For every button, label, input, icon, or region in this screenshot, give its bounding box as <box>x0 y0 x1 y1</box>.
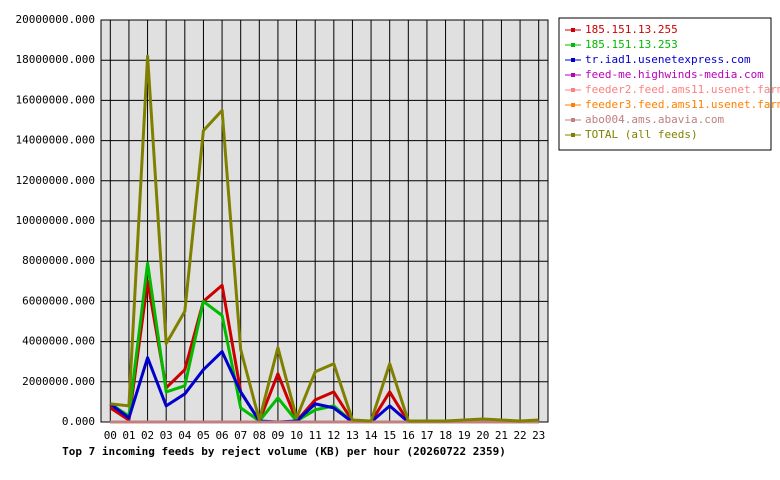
x-tick-label: 03 <box>160 429 173 442</box>
y-tick-label: 4000000.000 <box>22 335 95 348</box>
x-tick-label: 04 <box>178 429 192 442</box>
legend-marker <box>571 118 575 122</box>
x-tick-label: 01 <box>122 429 135 442</box>
legend-marker <box>571 88 575 92</box>
legend-label: feeder2.feed.ams11.usenet.farm <box>585 83 780 96</box>
legend-label: tr.iad1.usenetexpress.com <box>585 53 751 66</box>
x-tick-label: 17 <box>420 429 433 442</box>
chart-title: Top 7 incoming feeds by reject volume (K… <box>62 445 506 458</box>
y-tick-label: 18000000.000 <box>16 53 95 66</box>
x-tick-label: 22 <box>513 429 526 442</box>
x-tick-label: 00 <box>104 429 117 442</box>
x-tick-label: 05 <box>197 429 210 442</box>
x-tick-label: 19 <box>458 429 471 442</box>
y-tick-label: 14000000.000 <box>16 134 95 147</box>
x-tick-label: 13 <box>346 429 359 442</box>
y-tick-label: 10000000.000 <box>16 214 95 227</box>
x-tick-label: 16 <box>402 429 415 442</box>
legend-marker <box>571 133 575 137</box>
legend-label: 185.151.13.255 <box>585 23 678 36</box>
legend-marker <box>571 43 575 47</box>
y-tick-label: 2000000.000 <box>22 375 95 388</box>
x-tick-label: 08 <box>253 429 266 442</box>
x-tick-label: 21 <box>495 429 508 442</box>
y-tick-label: 16000000.000 <box>16 93 95 106</box>
y-tick-label: 0.000 <box>62 415 95 428</box>
legend-label: 185.151.13.253 <box>585 38 678 51</box>
x-tick-label: 18 <box>439 429 452 442</box>
x-tick-label: 15 <box>383 429 396 442</box>
legend-label: TOTAL (all feeds) <box>585 128 698 141</box>
x-tick-label: 11 <box>309 429 322 442</box>
x-tick-label: 12 <box>327 429 340 442</box>
y-tick-label: 8000000.000 <box>22 254 95 267</box>
series-line <box>110 54 539 423</box>
y-tick-label: 12000000.000 <box>16 174 95 187</box>
legend-box <box>558 17 772 151</box>
legend-marker <box>571 28 575 32</box>
legend-marker <box>571 73 575 77</box>
x-tick-label: 09 <box>271 429 284 442</box>
x-tick-label: 02 <box>141 429 154 442</box>
legend-label: feeder3.feed.ams11.usenet.farm <box>585 98 780 111</box>
legend-marker <box>571 103 575 107</box>
legend-label: feed-me.highwinds-media.com <box>585 68 764 81</box>
legend-label: abo004.ams.abavia.com <box>585 113 724 126</box>
x-tick-label: 10 <box>290 429 303 442</box>
x-tick-label: 06 <box>215 429 228 442</box>
legend-marker <box>571 58 575 62</box>
y-tick-label: 6000000.000 <box>22 294 95 307</box>
x-tick-label: 07 <box>234 429 247 442</box>
x-tick-label: 23 <box>532 429 545 442</box>
y-tick-label: 20000000.000 <box>16 13 95 26</box>
x-tick-label: 14 <box>364 429 378 442</box>
x-tick-label: 20 <box>476 429 489 442</box>
